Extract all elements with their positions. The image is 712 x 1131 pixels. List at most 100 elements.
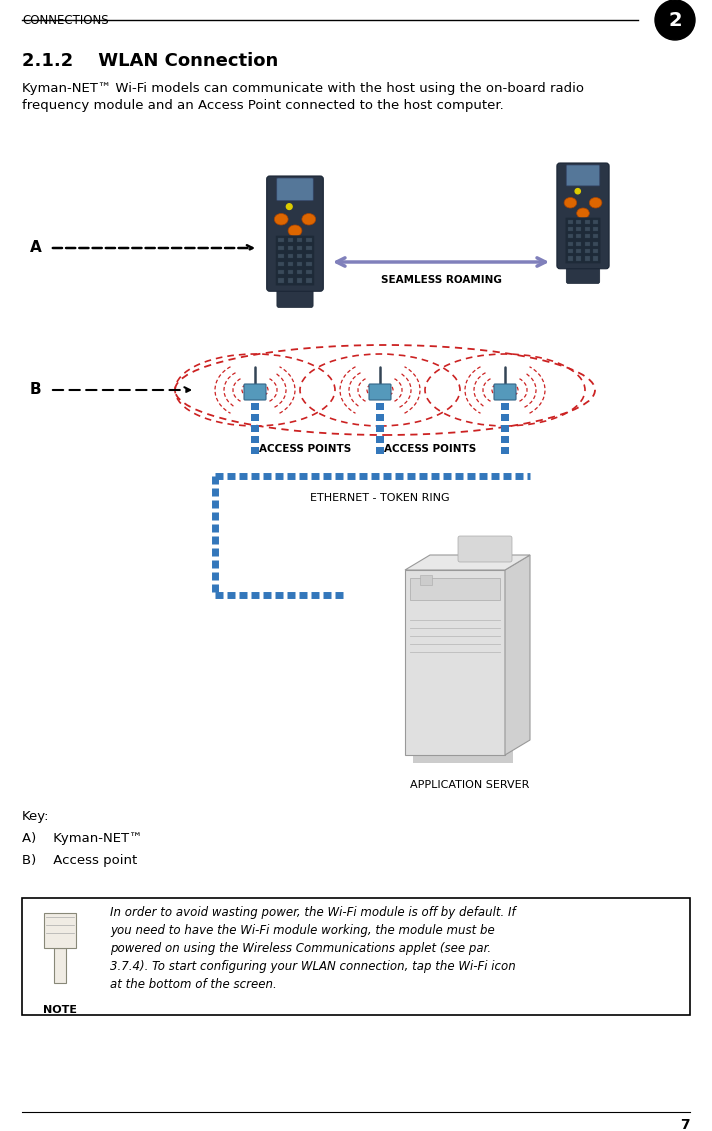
Circle shape (286, 204, 292, 209)
Bar (288, 245, 293, 250)
Bar (288, 278, 293, 283)
Bar (306, 245, 312, 250)
FancyBboxPatch shape (369, 385, 391, 400)
FancyBboxPatch shape (565, 217, 601, 264)
Text: In order to avoid wasting power, the Wi-Fi module is off by default. If
you need: In order to avoid wasting power, the Wi-… (110, 906, 515, 991)
Text: ACCESS POINTS: ACCESS POINTS (259, 444, 351, 454)
FancyBboxPatch shape (566, 165, 600, 185)
Bar (593, 249, 598, 253)
Bar (501, 403, 509, 411)
Bar (585, 249, 590, 253)
Bar (585, 242, 590, 245)
Bar (278, 261, 284, 267)
Bar (410, 578, 500, 601)
Bar (376, 414, 384, 421)
FancyBboxPatch shape (267, 176, 323, 292)
Polygon shape (54, 948, 66, 983)
Circle shape (575, 189, 580, 193)
Bar (593, 257, 598, 260)
Bar (288, 253, 293, 258)
Bar (576, 219, 582, 224)
Text: Key:: Key: (22, 810, 50, 823)
Bar (567, 227, 573, 231)
Polygon shape (505, 555, 530, 756)
FancyBboxPatch shape (458, 536, 512, 562)
Text: 7: 7 (681, 1119, 690, 1131)
FancyBboxPatch shape (557, 163, 609, 269)
Bar (376, 403, 384, 411)
Text: B)    Access point: B) Access point (22, 854, 137, 867)
Ellipse shape (274, 214, 288, 225)
Text: APPLICATION SERVER: APPLICATION SERVER (410, 780, 530, 789)
Bar (251, 425, 259, 432)
Bar (306, 278, 312, 283)
FancyBboxPatch shape (566, 260, 600, 284)
Bar (297, 245, 303, 250)
Bar (376, 425, 384, 432)
Text: SEAMLESS ROAMING: SEAMLESS ROAMING (380, 275, 501, 285)
Bar (376, 447, 384, 454)
Text: 2.1.2    WLAN Connection: 2.1.2 WLAN Connection (22, 52, 278, 70)
Bar (376, 435, 384, 443)
Bar (501, 425, 509, 432)
Bar (405, 570, 505, 756)
Bar (593, 234, 598, 239)
Text: B: B (30, 382, 41, 397)
Bar (297, 278, 303, 283)
FancyBboxPatch shape (244, 385, 266, 400)
Bar (501, 414, 509, 421)
Text: Kyman-NET™ Wi-Fi models can communicate with the host using the on-board radio
f: Kyman-NET™ Wi-Fi models can communicate … (22, 83, 584, 112)
Ellipse shape (302, 214, 315, 225)
FancyBboxPatch shape (413, 578, 513, 763)
Bar (297, 270, 303, 275)
Bar (306, 238, 312, 242)
Bar (297, 238, 303, 242)
Bar (567, 242, 573, 245)
Bar (306, 270, 312, 275)
Ellipse shape (288, 225, 302, 236)
Bar (585, 234, 590, 239)
Bar (576, 257, 582, 260)
Polygon shape (405, 555, 530, 570)
Bar (576, 242, 582, 245)
FancyBboxPatch shape (494, 385, 516, 400)
Bar (593, 242, 598, 245)
Text: A)    Kyman-NET™: A) Kyman-NET™ (22, 832, 142, 845)
Bar (251, 447, 259, 454)
Ellipse shape (577, 208, 590, 218)
Text: ETHERNET - TOKEN RING: ETHERNET - TOKEN RING (310, 493, 450, 503)
Bar (22, 898, 690, 1015)
Text: CONNECTIONS: CONNECTIONS (22, 14, 109, 27)
Ellipse shape (590, 198, 602, 208)
Bar (593, 227, 598, 231)
Bar (593, 219, 598, 224)
Bar (567, 257, 573, 260)
Bar (278, 270, 284, 275)
Bar (278, 253, 284, 258)
Polygon shape (44, 913, 76, 948)
Bar (288, 238, 293, 242)
Bar (306, 261, 312, 267)
Ellipse shape (564, 198, 577, 208)
Bar (297, 261, 303, 267)
Bar (297, 253, 303, 258)
Text: 2: 2 (668, 10, 682, 29)
Bar (278, 278, 284, 283)
Bar (501, 447, 509, 454)
Bar (251, 435, 259, 443)
Bar (288, 270, 293, 275)
Bar (501, 435, 509, 443)
Bar (288, 261, 293, 267)
FancyBboxPatch shape (276, 235, 315, 286)
Text: A: A (30, 241, 42, 256)
Bar (585, 227, 590, 231)
Bar (567, 234, 573, 239)
Bar (576, 234, 582, 239)
Bar (306, 253, 312, 258)
Bar (576, 249, 582, 253)
Text: ACCESS POINTS: ACCESS POINTS (384, 444, 476, 454)
Circle shape (655, 0, 695, 40)
Bar (278, 238, 284, 242)
FancyBboxPatch shape (277, 178, 313, 200)
Bar (251, 414, 259, 421)
